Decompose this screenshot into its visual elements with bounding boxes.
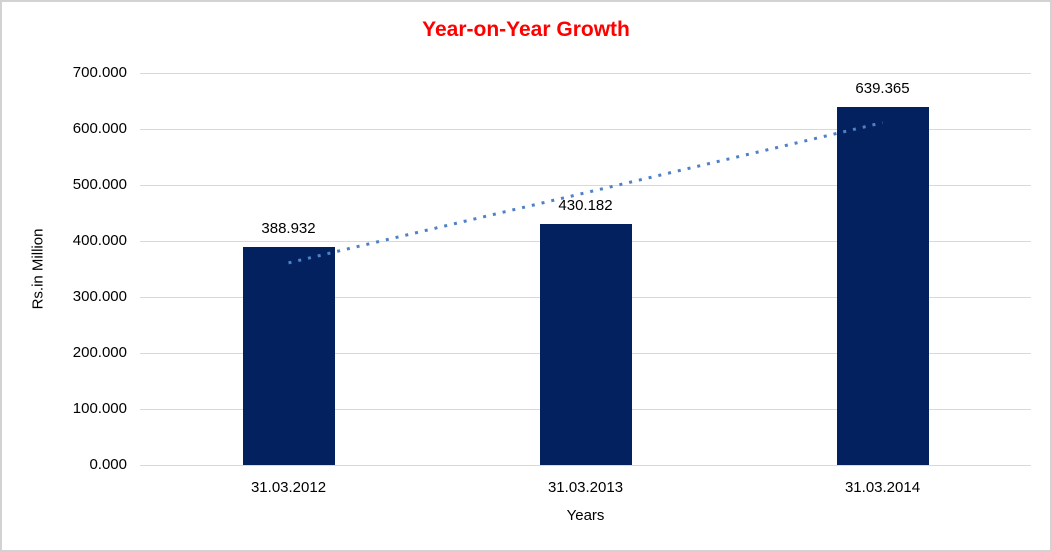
bar — [836, 106, 929, 465]
bar-value-label: 388.932 — [261, 220, 316, 238]
bar-value-label: 430.182 — [558, 197, 613, 215]
y-tick-label: 200.000 — [72, 344, 127, 361]
x-tick-label: 31.03.2013 — [547, 479, 624, 496]
y-tick-label: 700.000 — [72, 64, 127, 81]
x-tick-label: 31.03.2014 — [844, 479, 921, 496]
bar — [242, 247, 335, 465]
y-tick-label: 0.000 — [89, 456, 127, 473]
y-tick-label: 500.000 — [72, 176, 127, 193]
x-axis-title: Years — [566, 507, 605, 524]
y-tick-label: 400.000 — [72, 232, 127, 249]
gridline — [140, 73, 1031, 74]
y-tick-label: 300.000 — [72, 288, 127, 305]
bar-value-label: 639.365 — [855, 79, 910, 97]
y-tick-label: 600.000 — [72, 120, 127, 137]
gridline — [140, 465, 1031, 466]
x-tick-label: 31.03.2012 — [250, 479, 327, 496]
y-tick-label: 100.000 — [72, 400, 127, 417]
bar — [539, 224, 632, 465]
chart-title: Year-on-Year Growth — [422, 18, 630, 41]
